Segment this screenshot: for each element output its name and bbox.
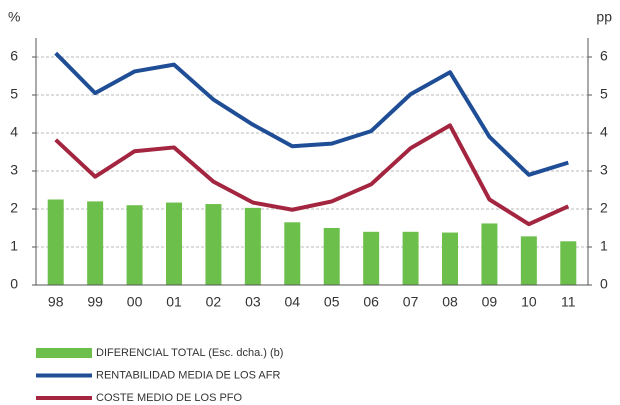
- y2-tick-label: 1: [600, 238, 608, 254]
- line: [54, 123, 570, 227]
- y-tick-label: 6: [10, 48, 18, 64]
- bar: [560, 241, 577, 285]
- bar: [520, 236, 537, 285]
- y2-tick-label: 0: [600, 276, 608, 292]
- y-tick-label: 0: [10, 276, 18, 292]
- legend-swatch: [36, 348, 92, 358]
- legend-label: COSTE MEDIO DE LOS PFO: [96, 392, 243, 404]
- bar: [126, 205, 143, 285]
- x-tick-label: 00: [127, 294, 143, 310]
- bar: [402, 231, 419, 285]
- y-tick-label: 5: [10, 86, 18, 102]
- line: [54, 51, 569, 177]
- y2-tick-label: 5: [600, 86, 608, 102]
- y-tick-label: 2: [10, 200, 18, 216]
- x-tick-label: 07: [403, 294, 419, 310]
- bar: [205, 204, 222, 285]
- bar: [323, 228, 340, 285]
- x-tick-label: 01: [166, 294, 182, 310]
- y-axis-label: %: [8, 9, 20, 25]
- bar: [244, 207, 261, 285]
- x-tick-label: 02: [206, 294, 222, 310]
- bar: [87, 201, 104, 285]
- y2-tick-label: 3: [600, 162, 608, 178]
- x-tick-label: 98: [48, 294, 64, 310]
- x-tick-label: 05: [324, 294, 340, 310]
- bar: [481, 223, 498, 285]
- y-tick-label: 1: [10, 238, 18, 254]
- legend-label: RENTABILIDAD MEDIA DE LOS AFR: [96, 369, 280, 381]
- y2-axis-label: pp: [596, 9, 612, 25]
- bar: [442, 232, 458, 285]
- x-tick-label: 08: [442, 294, 458, 310]
- bar: [284, 222, 301, 285]
- y-tick-label: 3: [10, 162, 18, 178]
- x-tick-label: 11: [561, 294, 576, 310]
- x-tick-label: 06: [363, 294, 379, 310]
- legend-label: DIFERENCIAL TOTAL (Esc. dcha.) (b): [96, 347, 283, 359]
- bar: [166, 202, 182, 285]
- x-tick-label: 10: [521, 294, 537, 310]
- y2-tick-label: 4: [600, 124, 608, 140]
- x-tick-label: 04: [284, 294, 300, 310]
- bar: [363, 231, 380, 285]
- x-tick-label: 99: [87, 294, 103, 310]
- y-tick-label: 4: [10, 124, 18, 140]
- x-tick-label: 03: [245, 294, 261, 310]
- y2-tick-label: 6: [600, 48, 608, 64]
- y2-tick-label: 2: [600, 200, 608, 216]
- bar: [47, 199, 64, 285]
- legend: DIFERENCIAL TOTAL (Esc. dcha.) (b) RENTAB…: [36, 347, 283, 404]
- x-tick-label: 09: [482, 294, 498, 310]
